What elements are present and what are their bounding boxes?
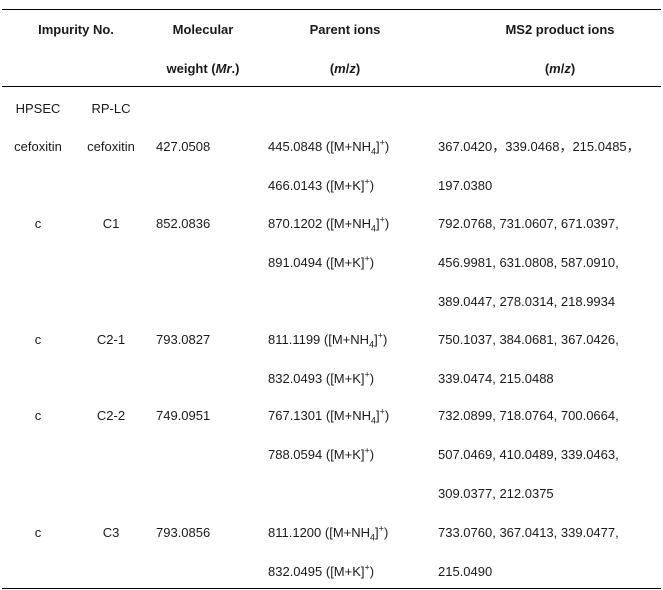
table-bottom-rule [2, 588, 661, 590]
cell-molecular-weight: 749.0951 [156, 408, 211, 423]
adduct-label: ([M+K] [325, 178, 365, 193]
adduct-charge: + [364, 253, 370, 264]
cell-molecular-weight: 427.0508 [156, 139, 211, 154]
table-top-rule [2, 9, 661, 11]
adduct-subscript: 4 [371, 146, 377, 157]
parent-ion-value: 832.0495 [268, 564, 323, 579]
adduct-paren: ) [369, 447, 375, 462]
header-ms2-mz: (m/z) [544, 61, 576, 76]
cell-molecular-weight: 793.0827 [156, 332, 211, 347]
parent-ion-value: 466.0143 [268, 178, 323, 193]
subheader-hpsec: HPSEC [15, 101, 61, 116]
parent-ion-value: 811.1199 [268, 332, 321, 347]
adduct-label: ([M+NH [325, 216, 371, 231]
adduct-subscript: 4 [371, 415, 377, 426]
cell-hpsec: c [34, 332, 42, 347]
adduct-label: ([M+K] [325, 447, 365, 462]
cell-ms2-product-ions: 197.0380 [438, 178, 493, 193]
cell-hpsec: c [34, 216, 42, 231]
parent-ion-value: 870.1202 [268, 216, 323, 231]
cell-rplc: C2-1 [96, 332, 126, 347]
parent-ion-value: 832.0493 [268, 371, 323, 386]
adduct-label: ([M+K] [325, 371, 365, 386]
cell-ms2-product-ions: 309.0377, 212.0375 [438, 486, 554, 501]
adduct-bracket: ] [376, 408, 380, 423]
cell-hpsec: cefoxitin [14, 139, 62, 154]
adduct-charge: + [378, 523, 384, 534]
adduct-subscript: 4 [370, 532, 376, 543]
cell-parent-ion-nh4: 811.1200 ([M+NH4]+) [268, 524, 388, 542]
header-molecular-weight: weight (Mr.) [166, 61, 240, 76]
adduct-label: ([M+NH [325, 139, 371, 154]
adduct-paren: ) [384, 408, 390, 423]
adduct-paren: ) [369, 564, 375, 579]
adduct-label: ([M+K] [325, 255, 365, 270]
cell-rplc: cefoxitin [87, 139, 135, 154]
adduct-label: ([M+NH [323, 332, 370, 347]
adduct-paren: ) [369, 178, 375, 193]
adduct-charge: + [377, 330, 383, 341]
cell-ms2-product-ions: 733.0760, 367.0413, 339.0477, [438, 525, 619, 540]
adduct-paren: ) [383, 525, 389, 540]
header-parent-mz: (m/z) [329, 61, 361, 76]
cell-ms2-product-ions: 456.9981, 631.0808, 587.0910, [438, 255, 619, 270]
adduct-charge: + [364, 176, 370, 187]
cell-parent-ion-nh4: 870.1202 ([M+NH4]+) [268, 215, 389, 233]
cell-rplc: C3 [102, 525, 120, 540]
cell-ms2-product-ions: 732.0899, 718.0764, 700.0664, [438, 408, 619, 423]
cell-ms2-product-ions: 389.0447, 278.0314, 218.9934 [438, 294, 616, 309]
adduct-paren: ) [369, 371, 375, 386]
cell-parent-ion-k: 891.0494 ([M+K]+) [268, 254, 374, 272]
cell-ms2-product-ions: 507.0469, 410.0489, 339.0463, [438, 447, 619, 462]
adduct-charge: + [364, 369, 370, 380]
cell-ms2-product-ions: 750.1037, 384.0681, 367.0426, [438, 332, 619, 347]
adduct-label: ([M+K] [325, 564, 365, 579]
parent-ion-value: 767.1301 [268, 408, 323, 423]
adduct-bracket: ] [374, 332, 378, 347]
adduct-label: ([M+NH [325, 408, 371, 423]
adduct-subscript: 4 [369, 339, 375, 350]
adduct-charge: + [379, 137, 385, 148]
adduct-label: ([M+NH [324, 525, 371, 540]
adduct-paren: ) [369, 255, 375, 270]
adduct-charge: + [379, 214, 385, 225]
adduct-charge: + [379, 406, 385, 417]
header-molecular: Molecular [172, 22, 234, 37]
header-parent-ions: Parent ions [309, 22, 381, 37]
cell-parent-ion-k: 466.0143 ([M+K]+) [268, 177, 374, 195]
cell-molecular-weight: 852.0836 [156, 216, 211, 231]
cell-rplc: C2-2 [96, 408, 126, 423]
adduct-charge: + [364, 445, 370, 456]
cell-ms2-product-ions: 215.0490 [438, 564, 493, 579]
parent-ion-value: 891.0494 [268, 255, 323, 270]
cell-parent-ion-nh4: 445.0848 ([M+NH4]+) [268, 138, 389, 156]
cell-parent-ion-nh4: 767.1301 ([M+NH4]+) [268, 407, 389, 425]
header-bottom-rule [2, 86, 661, 87]
parent-ion-value: 788.0594 [268, 447, 323, 462]
parent-ion-value: 445.0848 [268, 139, 323, 154]
subheader-rplc: RP-LC [91, 101, 131, 116]
adduct-bracket: ] [376, 216, 380, 231]
cell-parent-ion-nh4: 811.1199 ([M+NH4]+) [268, 331, 387, 349]
cell-ms2-product-ions: 367.0420，339.0468，215.0485， [438, 139, 640, 154]
adduct-paren: ) [384, 139, 390, 154]
header-ms2-product-ions: MS2 product ions [505, 22, 615, 37]
adduct-paren: ) [384, 216, 390, 231]
cell-parent-ion-k: 832.0493 ([M+K]+) [268, 370, 374, 388]
adduct-bracket: ] [376, 139, 380, 154]
cell-hpsec: c [34, 525, 42, 540]
cell-ms2-product-ions: 339.0474, 215.0488 [438, 371, 554, 386]
cell-parent-ion-k: 788.0594 ([M+K]+) [268, 446, 374, 464]
adduct-paren: ) [382, 332, 388, 347]
cell-parent-ion-k: 832.0495 ([M+K]+) [268, 563, 374, 581]
adduct-bracket: ] [375, 525, 379, 540]
cell-ms2-product-ions: 792.0768, 731.0607, 671.0397, [438, 216, 619, 231]
parent-ion-value: 811.1200 [268, 525, 322, 540]
header-impurity-no: Impurity No. [38, 22, 114, 37]
cell-molecular-weight: 793.0856 [156, 525, 211, 540]
adduct-subscript: 4 [371, 223, 377, 234]
cell-rplc: C1 [102, 216, 120, 231]
adduct-charge: + [364, 562, 370, 573]
cell-hpsec: c [34, 408, 42, 423]
